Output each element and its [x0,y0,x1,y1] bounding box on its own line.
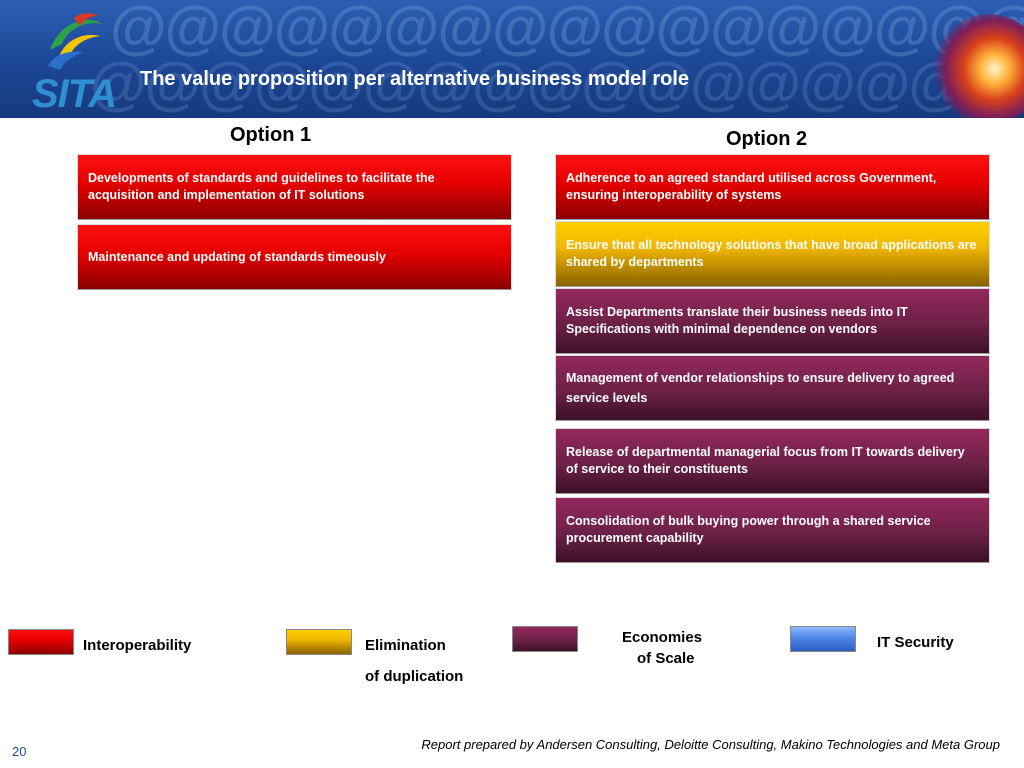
option-2-item: Assist Departments translate their busin… [555,288,990,354]
option-2-item: Consolidation of bulk buying power throu… [555,497,990,563]
legend-label-it-security: IT Security [877,634,954,651]
legend-label-elimination: Elimination [365,637,446,654]
option-1-item-text: Maintenance and updating of standards ti… [88,249,386,264]
option-2-item-text: Ensure that all technology solutions tha… [566,238,977,269]
logo-text: SITA [32,72,117,116]
legend-swatch-economies [512,626,578,652]
page-number: 20 [12,744,27,759]
legend-label-economies-line2: of Scale [637,650,695,667]
option-1-heading: Option 1 [230,124,312,146]
page-title: The value proposition per alternative bu… [140,68,690,90]
option-1-item: Developments of standards and guidelines… [77,154,512,220]
decorative-orb [934,14,1024,118]
option-2-item: Adherence to an agreed standard utilised… [555,154,990,220]
option-1-item-text: Developments of standards and guidelines… [88,171,435,202]
option-2-item: Release of departmental managerial focus… [555,428,990,494]
header-banner: @@@@@@@@@@@@@@@@@@@@ @@@@@@@@@@@@@@@@@@@… [0,0,1024,118]
legend-label-economies: Economies [622,629,703,646]
option-1-item: Maintenance and updating of standards ti… [77,224,512,290]
option-2-heading: Option 2 [726,128,808,150]
option-2-item-text: Assist Departments translate their busin… [566,305,908,336]
sita-logo: SITA [10,6,117,116]
legend-swatch-it-security [790,626,856,652]
logo-swirl-icon [48,13,102,70]
legend-label-elimination-line2: of duplication [365,668,464,685]
option-2-item-text: Consolidation of bulk buying power throu… [566,514,931,545]
legend-label-interoperability: Interoperability [83,637,192,654]
option-2-item: Management of vendor relationships to en… [555,355,990,421]
option-2-item-text: Adherence to an agreed standard utilised… [566,171,937,202]
background-pattern: @@@@@@@@@@@@@@@@@@@@ [110,0,1024,60]
legend-swatch-elimination [286,629,352,655]
footer-credit: Report prepared by Andersen Consulting, … [421,737,1000,752]
legend-swatch-interoperability [8,629,74,655]
option-2-item-text: Release of departmental managerial focus… [566,445,965,476]
option-2-item: Ensure that all technology solutions tha… [555,221,990,287]
option-2-item-text: Management of vendor relationships to en… [566,371,955,405]
background-pattern: @@@@@@@@@@@@@@@@@@@@ [90,51,1024,116]
